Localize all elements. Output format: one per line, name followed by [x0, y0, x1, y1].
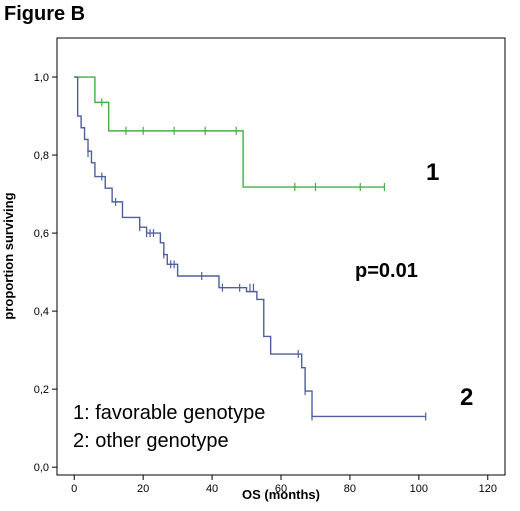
- x-axis-ticks: 0 20 40 60 80 100 120: [71, 475, 497, 495]
- x-axis-label: OS (months): [242, 487, 320, 502]
- series-layer: [74, 76, 427, 421]
- x-tick-label: 0: [71, 483, 77, 495]
- y-tick-label: 0,0: [34, 462, 49, 474]
- series-1-label: 1: [426, 159, 439, 186]
- x-tick-label: 20: [137, 483, 149, 495]
- figure-title: Figure B: [4, 3, 85, 25]
- x-tick-label: 120: [479, 483, 497, 495]
- y-axis-ticks: 0,0 0,2 0,4 0,6 0,8 1,0: [34, 72, 57, 474]
- series-2-label: 2: [460, 384, 473, 411]
- p-value-annotation: p=0.01: [355, 260, 418, 282]
- x-tick-label: 60: [275, 483, 287, 495]
- x-tick-label: 40: [206, 483, 218, 495]
- y-axis-label: proportion surviving: [1, 192, 16, 319]
- x-tick-label: 100: [410, 483, 428, 495]
- y-tick-label: 0,4: [34, 306, 49, 318]
- legend-line-favorable: 1: favorable genotype: [73, 402, 265, 424]
- y-tick-label: 0,8: [34, 150, 49, 162]
- legend-line-other: 2: other genotype: [73, 430, 229, 452]
- y-tick-label: 0,6: [34, 228, 49, 240]
- x-tick-label: 80: [344, 483, 356, 495]
- y-tick-label: 1,0: [34, 72, 49, 84]
- plot-frame: [56, 37, 506, 476]
- series-1-curve: [74, 76, 385, 188]
- y-tick-label: 0,2: [34, 384, 49, 396]
